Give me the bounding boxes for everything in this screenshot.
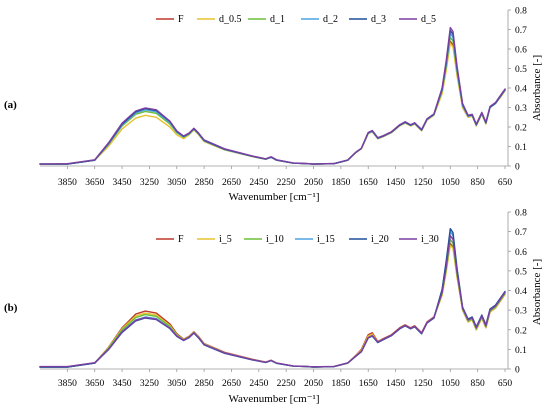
x-tick-label: 3850	[58, 379, 77, 389]
panel-a: (a) Wavenumber [cm⁻¹] Absorbance [-] 385…	[4, 7, 543, 204]
y-tick-label: 0.4	[515, 85, 527, 95]
panel-b-x-axis-title: Wavenumber [cm⁻¹]	[229, 393, 320, 405]
x-tick-label: 2850	[195, 178, 214, 188]
legend-label: i_10	[266, 234, 284, 245]
x-tick-label: 3250	[140, 379, 159, 389]
x-tick-label: 3050	[167, 379, 186, 389]
panel-a-y-axis-title: Absorbance [-]	[531, 55, 543, 121]
y-tick-label: 0.8	[515, 7, 527, 17]
x-tick-label: 2650	[222, 379, 241, 389]
x-tick-label: 2850	[195, 379, 214, 389]
panel-a-x-ticks: 3850 3650 3450 3250 3050 2850 2650 2450 2250 2050…	[58, 166, 513, 188]
x-tick-label: 1650	[359, 379, 378, 389]
x-tick-label: 3650	[85, 178, 104, 188]
y-tick-label: 0.7	[515, 228, 527, 238]
y-tick-label: 0.6	[515, 248, 527, 258]
x-tick-label: 1450	[386, 379, 405, 389]
x-tick-label: 3450	[113, 379, 132, 389]
x-tick-label: 1050	[441, 379, 460, 389]
panel-a-x-axis-title: Wavenumber [cm⁻¹]	[229, 191, 320, 203]
y-tick-label: 0.1	[515, 143, 527, 153]
x-tick-label: 650	[498, 178, 513, 188]
x-tick-label: 2050	[304, 379, 323, 389]
x-tick-label: 1250	[413, 178, 432, 188]
y-tick-label: 0.7	[515, 26, 527, 36]
panel-b-series-layer	[39, 228, 506, 368]
legend-label: d_5	[421, 14, 436, 25]
x-tick-label: 2250	[277, 379, 296, 389]
panel-a-label: (a)	[4, 99, 17, 111]
legend-label: i_15	[317, 234, 335, 245]
x-tick-label: 1850	[331, 178, 350, 188]
legend-label: d_2	[323, 14, 338, 25]
x-tick-label: 3250	[140, 178, 159, 188]
panel-a-series-layer	[39, 26, 506, 165]
panel-a-y-ticks: 0 0.1 0.2 0.3 0.4 0.5 0.6 0.7 0.8	[508, 7, 527, 173]
y-tick-label: 0.2	[515, 124, 527, 134]
panel-b-label: (b)	[4, 302, 18, 314]
x-tick-label: 3050	[167, 178, 186, 188]
x-tick-label: 1850	[331, 379, 350, 389]
x-tick-label: 650	[498, 379, 513, 389]
y-tick-label: 0.1	[515, 346, 527, 356]
x-tick-label: 850	[471, 178, 486, 188]
legend-label: F	[178, 14, 184, 25]
panel-b-x-ticks: 3850 3650 3450 3250 3050 2850 2650 2450 2250 2050…	[58, 369, 513, 389]
y-tick-label: 0.8	[515, 209, 527, 219]
x-tick-label: 2450	[249, 178, 268, 188]
legend-label: i_20	[371, 234, 389, 245]
panel-a-axes	[40, 10, 509, 167]
panel-b-axes	[40, 212, 509, 370]
x-tick-label: 1050	[441, 178, 460, 188]
x-tick-label: 2050	[304, 178, 323, 188]
y-tick-label: 0	[515, 163, 520, 173]
y-tick-label: 0.5	[515, 267, 527, 277]
y-tick-label: 0.3	[515, 307, 527, 317]
y-tick-label: 0.6	[515, 46, 527, 56]
y-tick-label: 0.4	[515, 287, 527, 297]
legend-label: d_3	[371, 14, 386, 25]
legend-label: F	[178, 234, 184, 245]
series-line-d-5	[39, 26, 506, 165]
legend-label: i_30	[421, 234, 439, 245]
y-tick-label: 0.5	[515, 65, 527, 75]
x-tick-label: 1250	[413, 379, 432, 389]
panel-b-y-axis-title: Absorbance [-]	[531, 259, 543, 325]
legend-label: i_5	[219, 234, 232, 245]
panel-b: (b) Wavenumber [cm⁻¹] Absorbance [-] 385…	[4, 209, 543, 406]
y-tick-label: 0.2	[515, 326, 527, 336]
legend-label: d_1	[270, 14, 285, 25]
legend-label: d_0.5	[219, 14, 242, 25]
series-line-i-30	[39, 234, 506, 368]
x-tick-label: 3850	[58, 178, 77, 188]
y-tick-label: 0.3	[515, 104, 527, 114]
x-tick-label: 3450	[113, 178, 132, 188]
x-tick-label: 850	[471, 379, 486, 389]
x-tick-label: 3650	[85, 379, 104, 389]
x-tick-label: 2250	[277, 178, 296, 188]
panel-b-y-ticks: 0 0.1 0.2 0.3 0.4 0.5 0.6 0.7 0.8	[508, 209, 527, 376]
x-tick-label: 1450	[386, 178, 405, 188]
y-tick-label: 0	[515, 366, 520, 376]
x-tick-label: 2650	[222, 178, 241, 188]
x-tick-label: 1650	[359, 178, 378, 188]
x-tick-label: 2450	[249, 379, 268, 389]
